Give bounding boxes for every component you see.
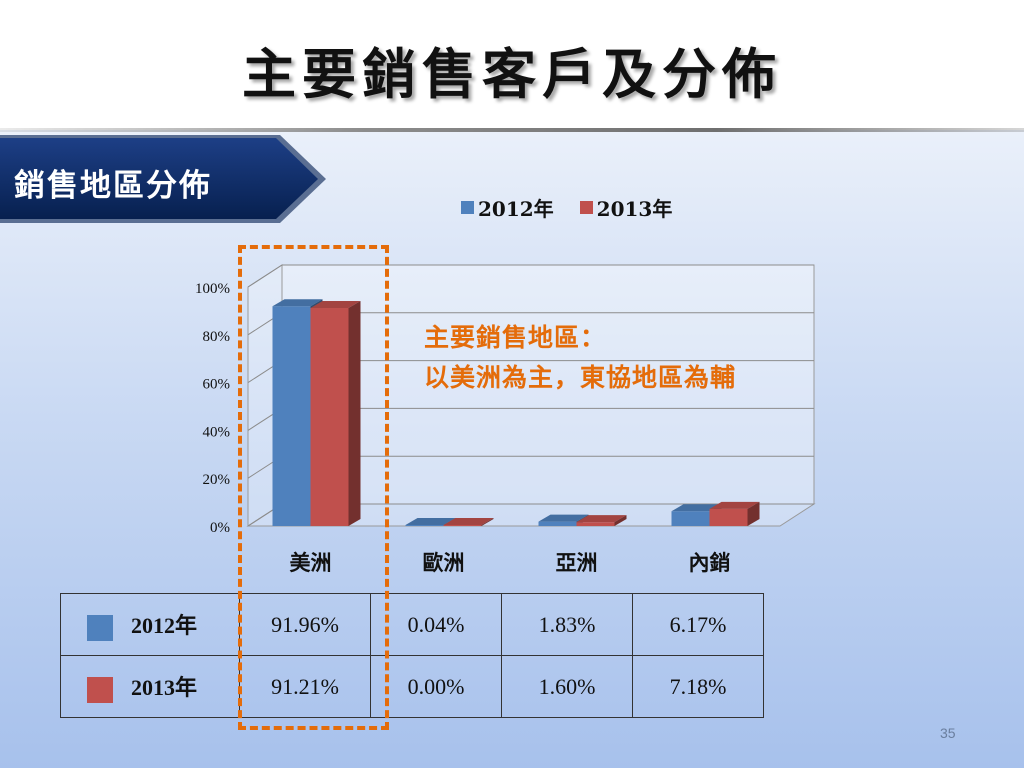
- table-cell: 7.18%: [632, 655, 764, 718]
- chart-annotation: 主要銷售地區： 以美洲為主，東協地區為輔: [424, 318, 736, 398]
- title-divider: [0, 128, 1024, 132]
- x-tick-label: 美洲: [290, 550, 332, 575]
- table-cell: 1.83%: [501, 593, 633, 656]
- bar-2013: [709, 508, 748, 526]
- y-tick-label: 40%: [203, 424, 231, 440]
- bar-top: [576, 515, 627, 523]
- bar-side: [348, 301, 361, 526]
- annotation-line-1: 主要銷售地區：: [424, 323, 607, 352]
- table-row: 2013年 91.21% 0.00% 1.60% 7.18%: [60, 655, 764, 718]
- x-tick-label: 內銷: [689, 550, 731, 575]
- data-table: 2012年 91.96% 0.04% 1.83% 6.17% 2013年 91.…: [60, 593, 764, 718]
- y-tick-label: 100%: [195, 281, 230, 297]
- bar-2013: [443, 525, 482, 526]
- page-number: 35: [940, 725, 956, 741]
- legend-swatch-2013: [579, 200, 593, 214]
- table-cell: 0.04%: [370, 593, 502, 656]
- bar-2012: [671, 511, 710, 526]
- table-swatch-2012: [87, 614, 113, 641]
- bar-2013: [310, 308, 349, 526]
- bar-side: [481, 518, 494, 526]
- y-tick-label: 0%: [210, 520, 230, 536]
- table-series-label: 2013年: [131, 675, 198, 701]
- bar-side: [747, 501, 760, 526]
- legend-label-2012: 2012年: [478, 196, 554, 221]
- highlight-dashed-box: [238, 245, 389, 730]
- table-swatch-2013: [87, 676, 113, 703]
- section-banner: [0, 135, 326, 223]
- y-tick-label: 80%: [203, 329, 231, 345]
- slide-title: 主要銷售客戶及分佈: [242, 42, 782, 106]
- table-series-label: 2012年: [131, 613, 198, 639]
- bar-top: [310, 301, 361, 309]
- table-series-cell: 2013年: [60, 655, 240, 718]
- annotation-line-2: 以美洲為主，東協地區為輔: [424, 363, 737, 392]
- bar-2012: [405, 525, 444, 526]
- table-cell: 0.00%: [370, 655, 502, 718]
- legend-swatch-2012: [461, 200, 474, 214]
- bar-top: [405, 518, 456, 525]
- bar-2013: [576, 522, 615, 526]
- y-tick-label: 60%: [203, 377, 231, 393]
- bar-top: [671, 504, 722, 512]
- bar-top: [538, 514, 589, 522]
- bar-top: [443, 518, 494, 525]
- legend-item-2013: 2013年: [579, 193, 673, 222]
- x-tick-label: 亞洲: [556, 550, 598, 575]
- section-label: 銷售地區分佈: [14, 168, 212, 204]
- chart-legend: 2012年 2013年: [461, 193, 698, 222]
- table-cell: 6.17%: [632, 593, 764, 656]
- table-cell: 1.60%: [501, 655, 633, 718]
- legend-label-2013: 2013年: [596, 196, 673, 221]
- x-tick-label: 歐洲: [423, 550, 465, 575]
- bar-top: [272, 299, 323, 307]
- table-row: 2012年 91.96% 0.04% 1.83% 6.17%: [60, 593, 764, 656]
- legend-item-2012: 2012年: [461, 193, 554, 222]
- table-cell: 91.96%: [239, 593, 371, 656]
- bar-side: [614, 515, 627, 526]
- table-series-cell: 2012年: [60, 593, 240, 656]
- bar-top: [709, 501, 760, 509]
- title-band: [0, 0, 1024, 130]
- bar-2012: [538, 521, 577, 526]
- gridline: [247, 264, 814, 288]
- table-cell: 91.21%: [239, 655, 371, 718]
- bar-2012: [272, 306, 311, 526]
- y-tick-label: 20%: [203, 472, 231, 488]
